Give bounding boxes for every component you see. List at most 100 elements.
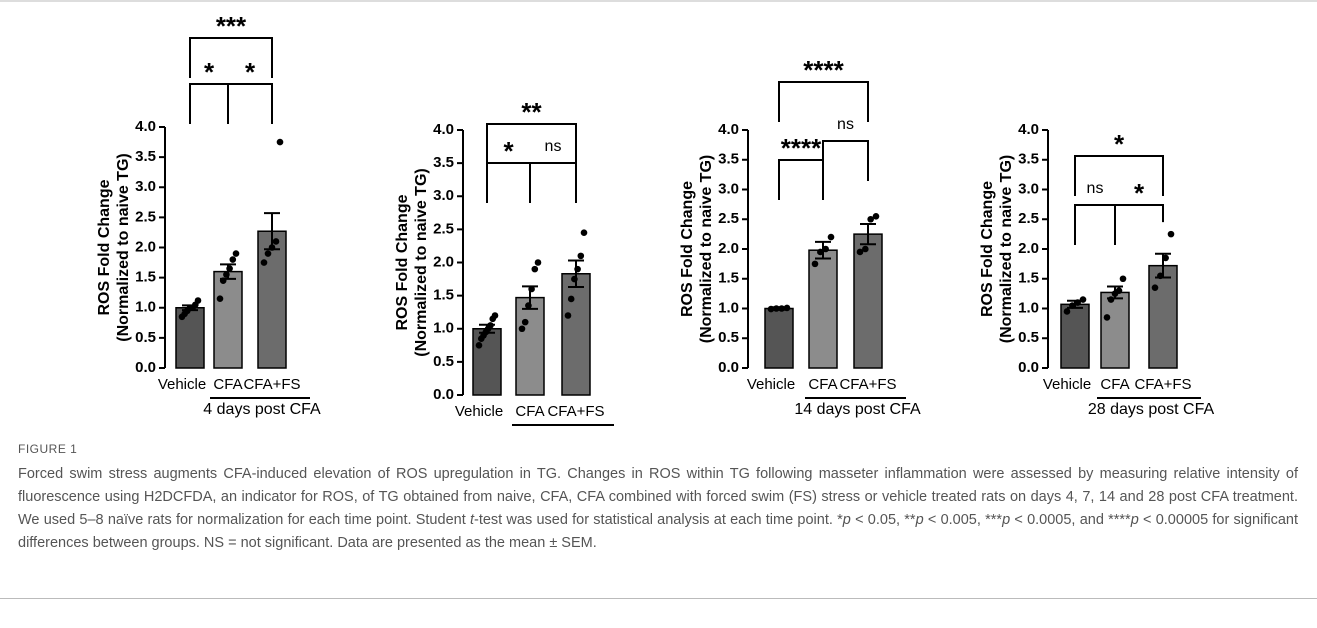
y-tick-label: 3.5	[135, 148, 156, 165]
bar	[764, 307, 794, 369]
data-point	[531, 265, 539, 273]
y-tick-label: 1.5	[433, 287, 454, 304]
y-tick-label: 0.0	[718, 359, 739, 376]
y-tick-label: 0.5	[718, 329, 739, 346]
y-axis-label: ROS Fold Change	[679, 181, 696, 317]
x-tick-label: CFA+FS	[243, 376, 300, 393]
x-tick-label: Vehicle	[455, 403, 503, 420]
data-point	[276, 138, 284, 146]
data-point	[767, 305, 775, 313]
caption-run: p	[1002, 512, 1011, 528]
y-tick-label: 1.5	[1018, 270, 1039, 287]
y-tick-label: 4.0	[135, 118, 156, 135]
data-point	[1151, 284, 1159, 291]
y-tick-label: 1.5	[718, 270, 739, 287]
bar	[561, 273, 591, 396]
data-point	[1157, 272, 1164, 280]
significance-label: *	[1134, 178, 1145, 208]
data-point	[232, 250, 240, 257]
error-bar	[568, 259, 584, 289]
bar	[515, 296, 545, 396]
data-point	[487, 322, 494, 329]
y-tick-label: 2.0	[1018, 240, 1039, 257]
data-point	[867, 215, 874, 223]
y-tick-label: 2.0	[718, 240, 739, 257]
data-point	[1107, 296, 1115, 303]
y-axis-label: (Normalized to naive TG)	[115, 153, 132, 341]
significance-label: ns	[1087, 180, 1104, 197]
data-point	[475, 342, 483, 349]
caption-label: FIGURE 1	[18, 442, 78, 456]
y-tick-label: 4.0	[718, 121, 739, 138]
bar	[1100, 291, 1130, 369]
y-tick-label: 0.0	[433, 386, 454, 403]
y-tick-label: 3.0	[135, 178, 156, 195]
comparison-bracket	[189, 83, 229, 124]
data-point	[580, 229, 588, 236]
comparison-bracket	[822, 140, 869, 181]
data-point	[778, 305, 785, 312]
y-tick-label: 4.0	[433, 121, 454, 138]
x-tick-label: CFA	[213, 376, 242, 393]
y-tick-label: 1.0	[718, 299, 739, 316]
y-tick-label: 1.0	[135, 299, 156, 316]
data-point	[219, 277, 227, 284]
comparison-bracket	[1074, 204, 1116, 245]
y-tick-label: 3.5	[1018, 151, 1039, 168]
y-axis-label: ROS Fold Change	[979, 181, 996, 317]
data-point	[817, 248, 824, 256]
y-tick-label: 2.0	[135, 238, 156, 255]
group-label: 28 days post CFA	[1088, 401, 1215, 418]
comparison-bracket	[486, 162, 531, 203]
data-point	[1079, 296, 1087, 303]
y-tick-label: 2.5	[433, 220, 454, 237]
data-point	[783, 304, 791, 312]
bar	[257, 230, 287, 369]
group-label: 14 days post CFA	[794, 401, 921, 418]
comparison-bracket	[227, 83, 273, 124]
data-point	[491, 312, 499, 319]
x-tick-label: CFA+FS	[1134, 376, 1191, 393]
x-tick-label: CFA	[1100, 376, 1129, 393]
bottom-rule	[0, 598, 1317, 599]
x-tick-label: CFA	[515, 403, 544, 420]
y-tick-label: 2.5	[1018, 210, 1039, 227]
significance-label: *	[204, 57, 215, 87]
x-tick-label: CFA+FS	[839, 376, 896, 393]
bar	[213, 270, 243, 369]
y-axis-label: (Normalized to naive TG)	[698, 155, 715, 343]
y-tick-label: 0.0	[135, 359, 156, 376]
caption-run: p	[842, 512, 851, 528]
data-point	[268, 244, 276, 251]
group-label: 4 days post CFA	[203, 401, 321, 418]
y-tick-label: 2.5	[718, 210, 739, 227]
significance-label: ***	[216, 11, 247, 41]
y-axis-label: ROS Fold Change	[394, 194, 411, 330]
y-axis-label: ROS Fold Change	[96, 179, 113, 315]
comparison-bracket	[486, 123, 577, 164]
caption-run: p	[1130, 512, 1139, 528]
significance-label: ns	[837, 116, 854, 133]
data-point	[528, 285, 535, 293]
y-tick-label: 1.0	[433, 320, 454, 337]
data-point	[862, 245, 869, 253]
bar	[853, 233, 883, 369]
caption-run: < 0.0005, and ****	[1010, 512, 1131, 528]
data-point	[1074, 299, 1081, 306]
data-point	[264, 250, 272, 257]
group-label: 7 days post CFA	[506, 429, 624, 430]
data-point	[1119, 275, 1127, 283]
data-point	[534, 259, 542, 266]
y-tick-label: 1.5	[135, 269, 156, 286]
y-tick-label: 4.0	[1018, 121, 1039, 138]
data-point	[564, 312, 572, 319]
comparison-bracket	[778, 81, 869, 122]
data-point	[811, 260, 819, 268]
y-tick-label: 0.5	[1018, 329, 1039, 346]
data-point	[567, 295, 575, 303]
y-tick-label: 0.5	[433, 353, 454, 370]
data-point	[229, 256, 237, 263]
y-tick-label: 3.5	[718, 151, 739, 168]
data-point	[872, 212, 880, 220]
data-point	[574, 265, 581, 273]
